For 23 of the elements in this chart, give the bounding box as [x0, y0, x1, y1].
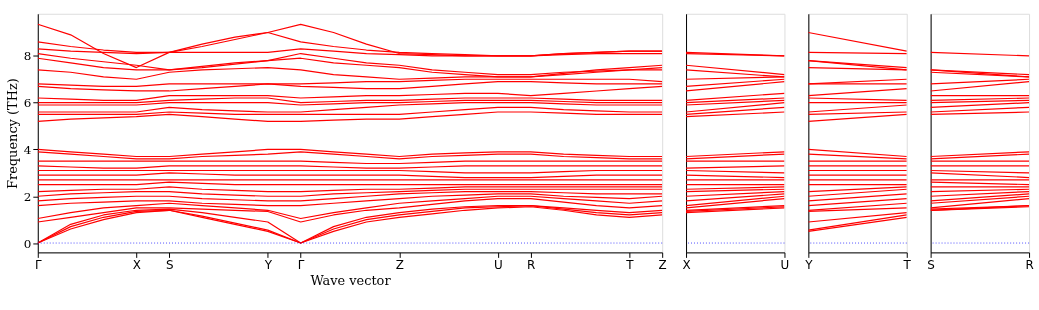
y-tick-label: 8	[23, 49, 32, 64]
y-tick-label: 2	[23, 189, 32, 204]
x-tick-label: Γ	[297, 257, 305, 272]
x-tick-label: R	[527, 257, 536, 272]
x-tick-label: Y	[804, 257, 814, 272]
y-axis-title: Frequency (THz)	[4, 78, 20, 189]
x-tick-label: T	[625, 257, 635, 272]
x-tick-label: U	[780, 257, 790, 272]
x-tick-label: Γ	[34, 257, 42, 272]
x-tick-label: R	[1025, 257, 1034, 272]
x-tick-label: U	[493, 257, 503, 272]
y-tick-label: 4	[23, 142, 32, 157]
x-tick-label: Y	[263, 257, 273, 272]
y-tick-label: 0	[23, 236, 32, 251]
x-tick-label: Z	[395, 257, 404, 272]
x-tick-label: X	[132, 257, 141, 272]
x-tick-label: T	[902, 257, 912, 272]
x-tick-label: S	[927, 257, 935, 272]
x-tick-label: X	[682, 257, 691, 272]
x-tick-label: Z	[658, 257, 667, 272]
x-tick-label: S	[165, 257, 174, 272]
y-tick-label: 6	[23, 96, 32, 111]
x-axis-title: Wave vector	[310, 272, 392, 288]
